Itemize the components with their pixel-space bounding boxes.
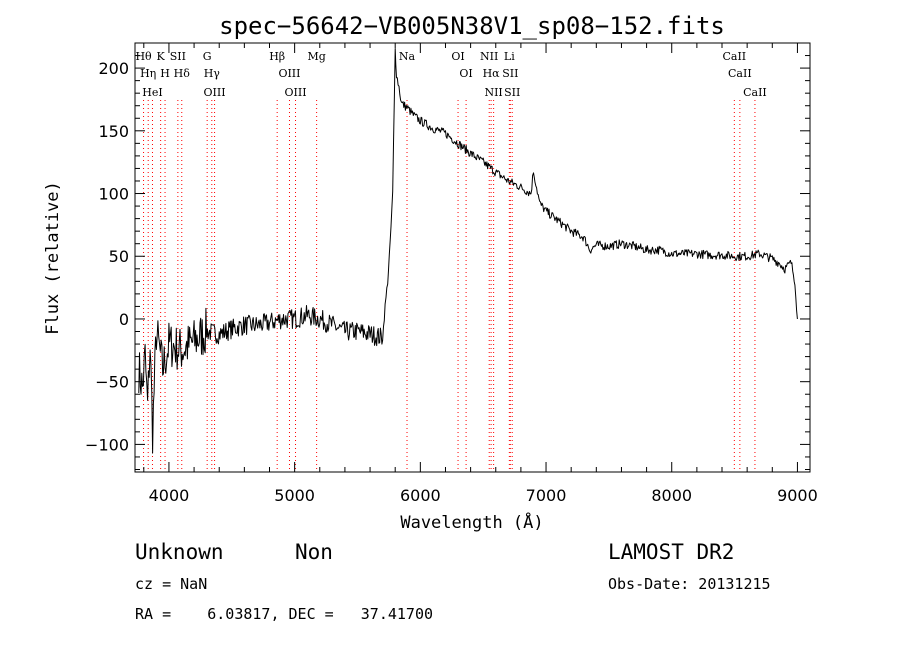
y-axis: −100 −50 0 50 100 150 200 — [85, 42, 810, 470]
x-tick-label: 7000 — [526, 486, 567, 505]
x-tick-label: 8000 — [651, 486, 692, 505]
subclass: Non — [295, 540, 333, 564]
coordinates: RA = 6.03817, DEC = 37.41700 — [135, 605, 434, 623]
y-tick-label: 200 — [98, 59, 129, 78]
line-label: Li — [504, 50, 515, 63]
line-label: CaII — [728, 67, 752, 80]
y-tick-label: 100 — [98, 185, 129, 204]
y-tick-label: −50 — [95, 373, 129, 392]
line-label: Na — [399, 50, 416, 63]
y-tick-label: 50 — [109, 247, 129, 266]
line-label: OI — [459, 67, 472, 80]
line-label: OI — [451, 50, 464, 63]
line-label: SII — [502, 67, 518, 80]
y-axis-label: Flux (relative) — [43, 181, 63, 335]
line-label: Hδ — [174, 67, 191, 80]
line-label: OIII — [204, 86, 226, 99]
survey-name: LAMOST DR2 — [608, 540, 735, 564]
line-label: CaII — [722, 50, 746, 63]
line-label: SII — [504, 86, 520, 99]
line-label: SII — [170, 50, 186, 63]
line-label: Hθ — [135, 50, 152, 63]
line-label: H — [160, 67, 170, 80]
line-label: K — [157, 50, 166, 63]
plot-frame — [134, 42, 811, 473]
spectrum-line — [138, 48, 798, 454]
x-tick-label: 6000 — [400, 486, 441, 505]
x-axis: 4000 5000 6000 7000 8000 9000 — [143, 43, 818, 505]
line-label: Hη — [140, 67, 156, 80]
line-label: G — [203, 50, 212, 63]
y-tick-label: −100 — [85, 435, 129, 454]
line-label: OIII — [278, 67, 300, 80]
spectral-line-markers — [143, 100, 756, 472]
line-label: CaII — [743, 86, 767, 99]
y-tick-label: 0 — [119, 310, 129, 329]
spectrum-series — [138, 48, 798, 454]
x-axis-label: Wavelength (Å) — [400, 511, 543, 533]
line-label: Hβ — [269, 50, 285, 63]
line-label: Hγ — [204, 67, 221, 80]
y-tick-label: 150 — [98, 122, 129, 141]
line-label: NII — [480, 50, 498, 63]
x-tick-label: 4000 — [149, 486, 190, 505]
object-class: Unknown — [135, 540, 224, 564]
x-tick-label: 9000 — [777, 486, 818, 505]
line-label: Hα — [483, 67, 501, 80]
obs-date: Obs-Date: 20131215 — [608, 575, 771, 593]
line-label: Mg — [307, 50, 325, 63]
x-tick-label: 5000 — [274, 486, 315, 505]
chart-title: spec−56642−VB005N38V1_sp08−152.fits — [219, 12, 725, 40]
line-label: OIII — [284, 86, 306, 99]
line-label: HeI — [142, 86, 162, 99]
line-label: NII — [484, 86, 502, 99]
redshift-value: cz = NaN — [135, 575, 208, 593]
